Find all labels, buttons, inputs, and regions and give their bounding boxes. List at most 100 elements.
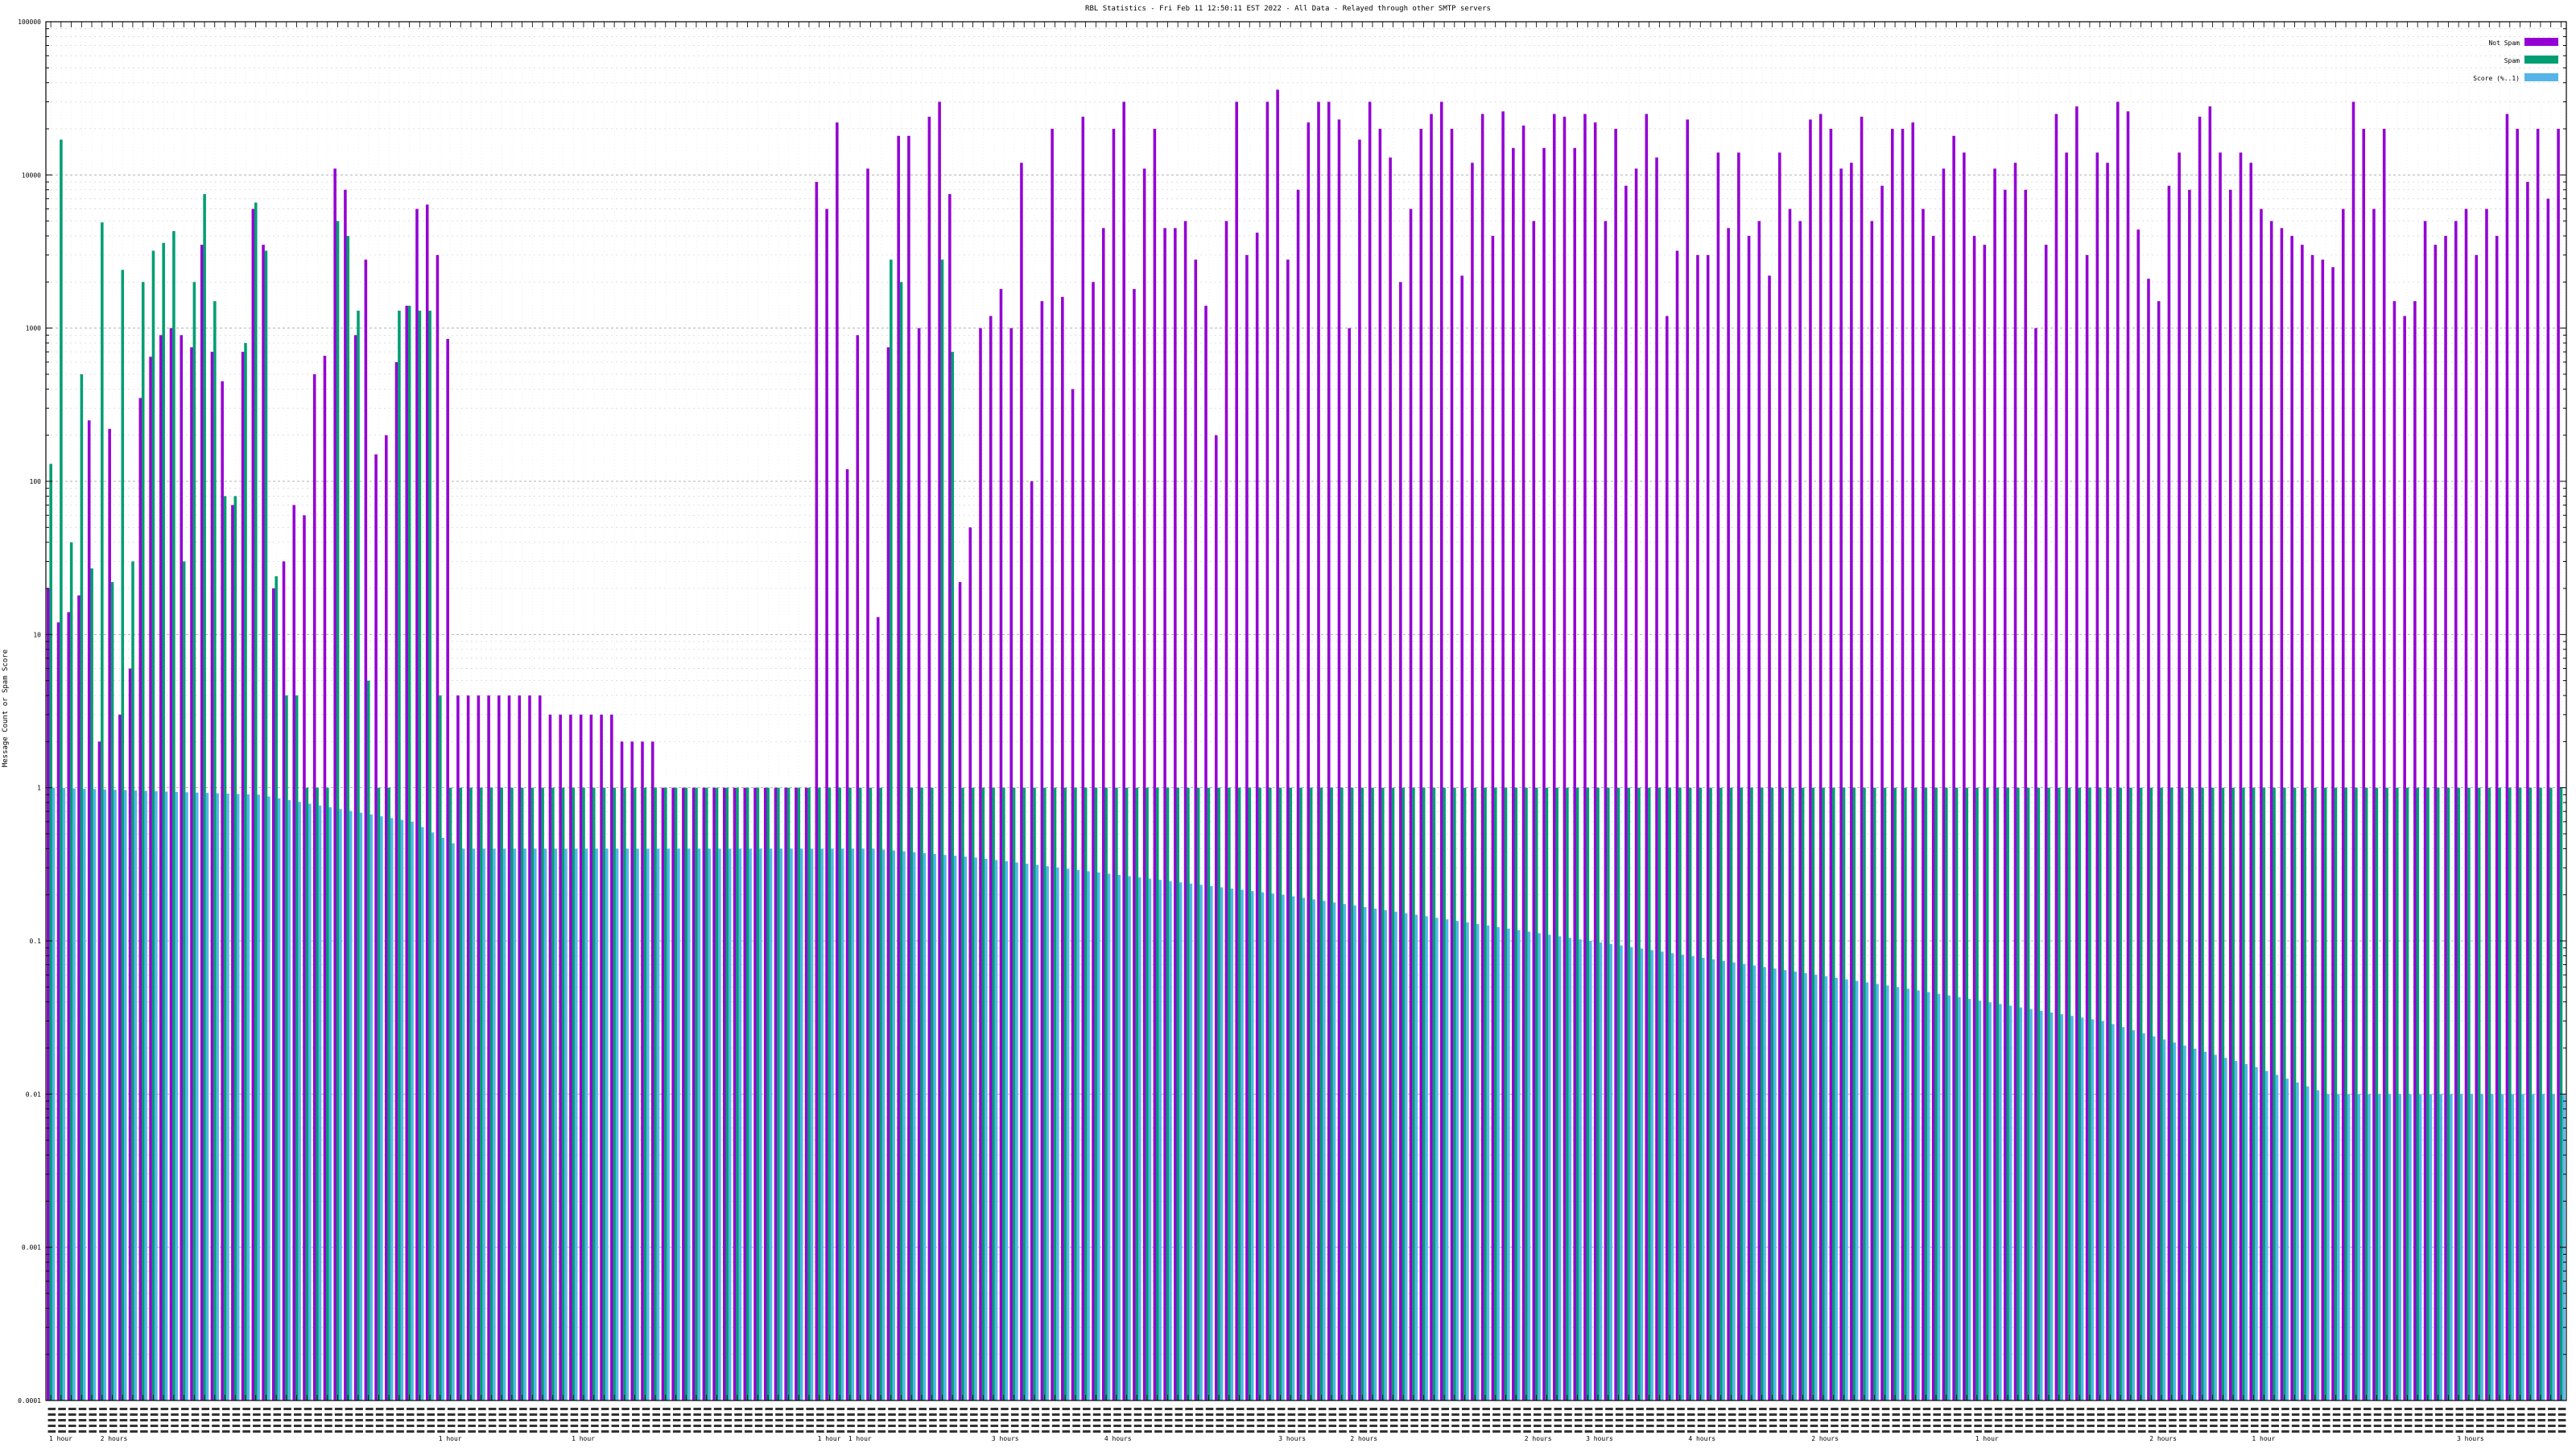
x-tick-label-glyph: [2312, 1419, 2320, 1421]
x-tick-label-glyph: [672, 1425, 681, 1427]
bar-spam: [1566, 787, 1569, 1400]
x-tick-label-glyph: [1686, 1413, 1695, 1416]
x-tick-label-glyph: [334, 1425, 343, 1427]
bar-spam: [110, 582, 114, 1400]
x-tick-label-glyph: [212, 1408, 220, 1410]
bar-score: [1282, 894, 1285, 1400]
x-tick-label-glyph: [2046, 1419, 2054, 1421]
x-tick-label-glyph: [375, 1413, 384, 1416]
x-tick-label-glyph: [221, 1408, 230, 1410]
x-tick-label-glyph: [724, 1425, 733, 1427]
x-tick-label-glyph: [632, 1430, 640, 1433]
x-tick-label-glyph: [652, 1419, 661, 1421]
x-tick-label-glyph: [1707, 1419, 1715, 1421]
x-tick-label-glyph: [1513, 1425, 1521, 1427]
bar-spam: [981, 787, 985, 1400]
x-tick-label-glyph: [1185, 1425, 1193, 1427]
x-tick-label-glyph: [1133, 1419, 1142, 1421]
x-tick-label-glyph: [2230, 1419, 2239, 1421]
x-tick-label-glyph: [2210, 1419, 2218, 1421]
x-tick-label-glyph: [580, 1413, 588, 1416]
bar-spam: [1719, 787, 1723, 1400]
x-tick-label-glyph: [1031, 1425, 1039, 1427]
x-tick-label-glyph: [1984, 1425, 1992, 1427]
bar-score: [1527, 931, 1531, 1400]
x-tick-label-glyph: [2025, 1413, 2033, 1416]
x-tick-label-glyph: [1410, 1419, 1418, 1421]
x-tick-label-glyph: [929, 1425, 937, 1427]
bar-score: [892, 850, 896, 1400]
bar-score: [1169, 881, 1172, 1400]
x-tick-label-glyph: [1759, 1419, 1767, 1421]
x-tick-label-glyph: [89, 1419, 97, 1421]
bar-not-spam: [569, 714, 572, 1400]
x-tick-label-glyph: [1359, 1413, 1368, 1416]
bar-not-spam: [1983, 245, 1987, 1400]
bar-spam: [2088, 787, 2091, 1400]
x-tick-label-glyph: [1728, 1430, 1736, 1433]
bar-score: [2541, 1094, 2545, 1400]
bar-score: [380, 816, 383, 1400]
bar-spam: [2436, 787, 2440, 1400]
bar-not-spam: [1092, 282, 1095, 1400]
bar-spam: [1248, 787, 1252, 1400]
x-tick-label-glyph: [1738, 1419, 1747, 1421]
x-tick-label-glyph: [109, 1430, 118, 1433]
x-tick-label-glyph: [78, 1408, 87, 1410]
x-tick-label-glyph: [2404, 1419, 2413, 1421]
bar-score: [943, 855, 947, 1400]
x-tick-label-glyph: [2189, 1408, 2198, 1410]
x-tick-label-glyph: [1666, 1408, 1675, 1410]
bar-not-spam: [1665, 316, 1669, 1401]
bar-score: [2070, 1016, 2074, 1400]
bar-not-spam: [2536, 129, 2540, 1400]
bar-spam: [1924, 787, 1928, 1400]
bar-not-spam: [2229, 189, 2232, 1400]
x-tick-label-glyph: [1963, 1430, 1972, 1433]
x-tick-label-glyph: [2373, 1413, 2382, 1416]
x-tick-label-glyph: [386, 1408, 394, 1410]
x-tick-label-glyph: [2199, 1419, 2207, 1421]
bar-spam: [254, 202, 258, 1401]
x-tick-label-glyph: [1554, 1413, 1563, 1416]
x-tick-label-glyph: [1144, 1419, 1152, 1421]
x-tick-label-glyph: [795, 1425, 804, 1427]
bar-spam: [2067, 787, 2071, 1400]
x-tick-label-glyph: [2137, 1425, 2146, 1427]
x-tick-label-glyph: [2250, 1419, 2259, 1421]
bar-score: [1773, 968, 1777, 1400]
x-tick-label-glyph: [191, 1430, 200, 1433]
x-tick-label-glyph: [1164, 1408, 1173, 1410]
x-tick-label-glyph: [529, 1430, 538, 1433]
bar-score: [1220, 887, 1224, 1400]
bar-spam: [233, 496, 237, 1401]
x-tick-label-glyph: [1421, 1430, 1429, 1433]
x-tick-label-glyph: [1123, 1419, 1132, 1421]
bar-not-spam: [1235, 101, 1238, 1400]
x-group-label: 4 hours: [1104, 1435, 1132, 1442]
x-tick-label-glyph: [2169, 1408, 2177, 1410]
bar-score: [1804, 973, 1807, 1400]
bar-score: [790, 848, 793, 1400]
bar-score: [2080, 1017, 2084, 1400]
x-tick-label-glyph: [2322, 1413, 2330, 1416]
x-tick-label-glyph: [314, 1408, 323, 1410]
bar-not-spam: [1993, 168, 1996, 1401]
x-tick-label-glyph: [2353, 1408, 2361, 1410]
x-tick-label-glyph: [2260, 1425, 2269, 1427]
bar-not-spam: [1963, 152, 1966, 1400]
x-tick-label-glyph: [1769, 1419, 1777, 1421]
bar-not-spam: [1081, 116, 1085, 1401]
x-tick-label-glyph: [2148, 1430, 2157, 1433]
x-tick-label-glyph: [980, 1419, 989, 1421]
bar-score: [1158, 880, 1162, 1400]
bar-spam: [1166, 787, 1170, 1400]
bar-not-spam: [149, 357, 152, 1400]
bar-score: [185, 792, 188, 1400]
bar-score: [2552, 1094, 2555, 1400]
x-tick-label-glyph: [2250, 1413, 2259, 1416]
x-tick-label-glyph: [2557, 1430, 2566, 1433]
x-tick-label-glyph: [785, 1419, 794, 1421]
bar-score: [677, 848, 680, 1400]
x-tick-label-glyph: [1564, 1408, 1572, 1410]
